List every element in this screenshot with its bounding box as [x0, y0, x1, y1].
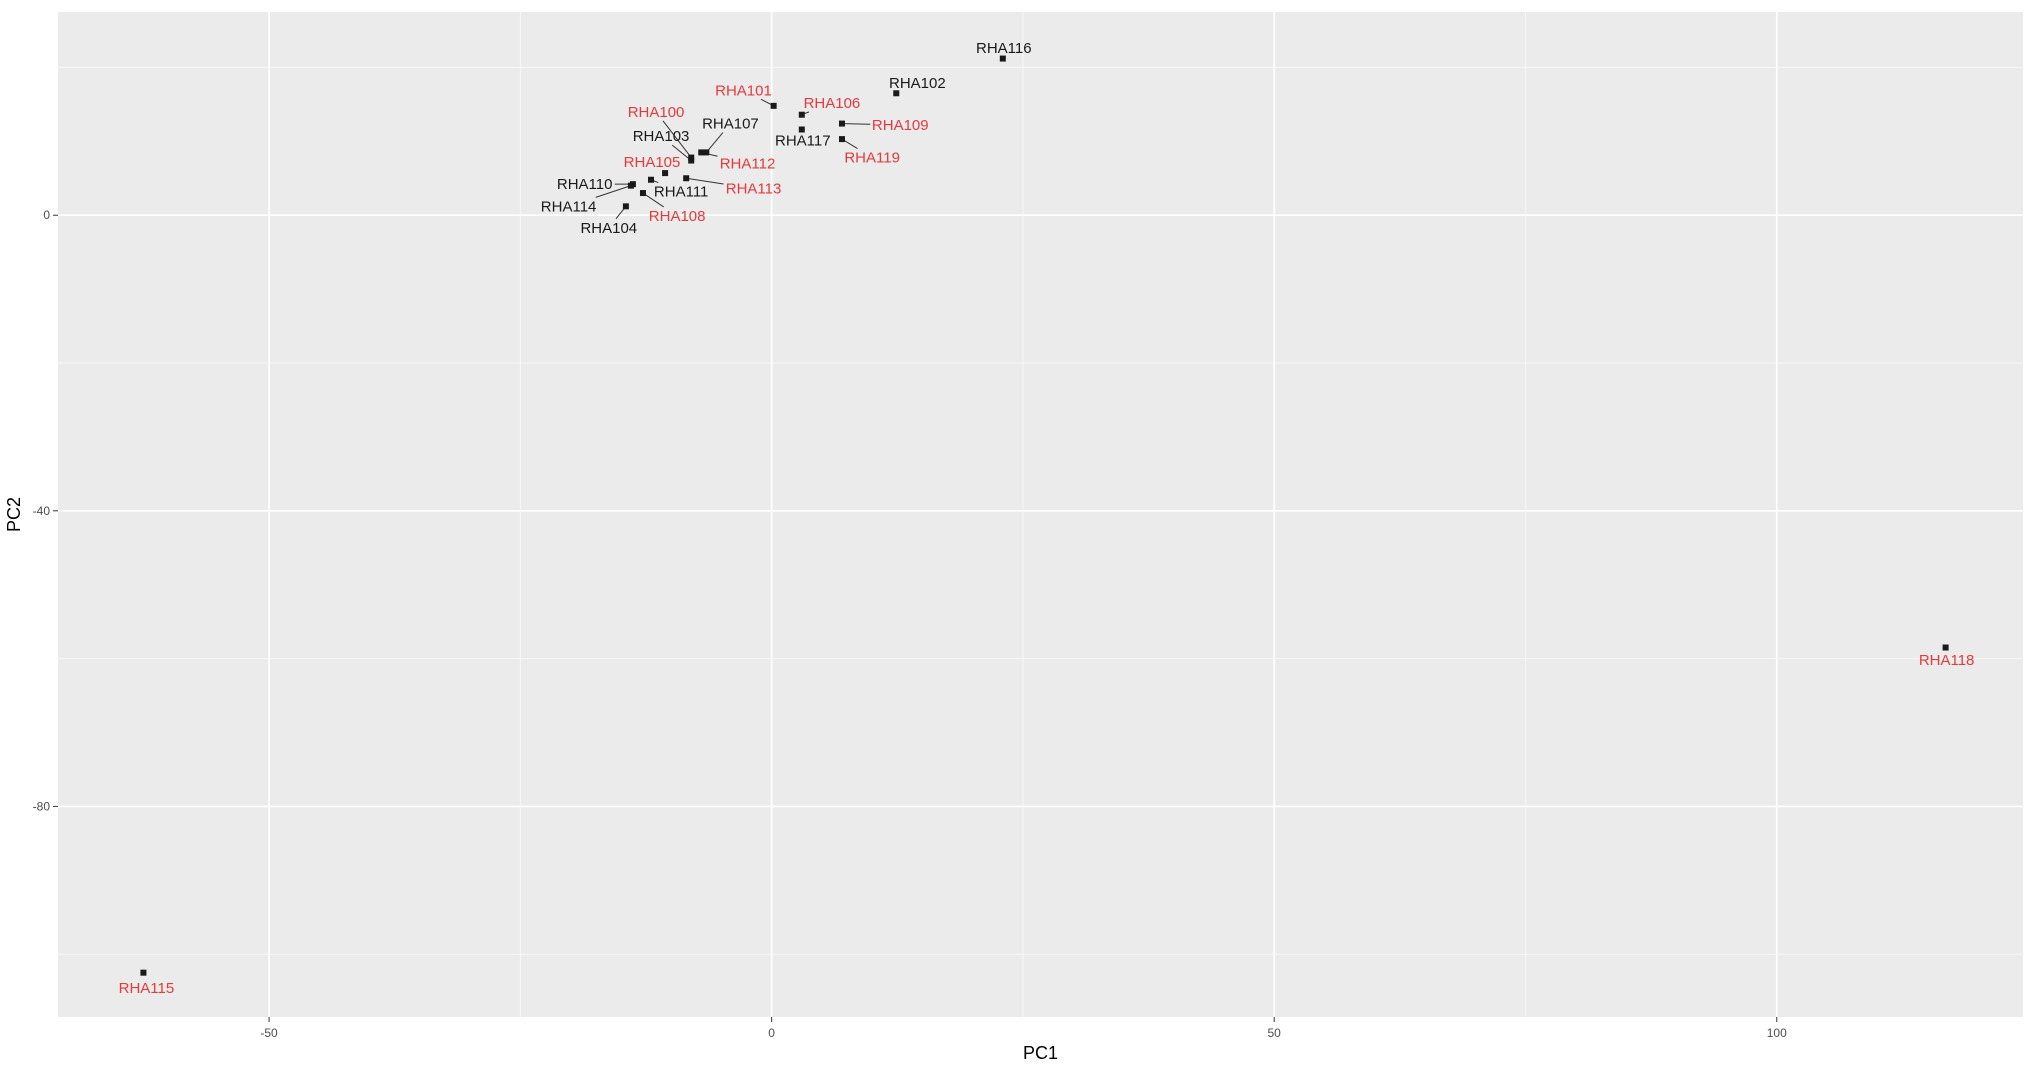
leader-line	[671, 144, 692, 161]
data-point	[688, 157, 695, 164]
point-label: RHA105	[624, 154, 681, 171]
x-tick-label: 100	[1767, 1026, 1787, 1040]
x-tick-label: 0	[768, 1026, 775, 1040]
point-label: RHA104	[580, 220, 637, 237]
data-point	[770, 102, 777, 109]
point-label: RHA106	[804, 95, 861, 112]
data-point	[140, 969, 147, 976]
data-point	[627, 182, 634, 189]
y-tick-label: 0	[43, 208, 50, 222]
point-label: RHA102	[889, 75, 946, 92]
data-points	[140, 55, 1949, 976]
grid-lines	[58, 12, 2023, 1017]
leader-line	[705, 132, 724, 153]
plot-panel	[58, 12, 2023, 1017]
point-label: RHA111	[654, 184, 708, 201]
data-point	[838, 136, 845, 143]
x-tick-label: 50	[1268, 1026, 1282, 1040]
data-point	[648, 176, 655, 183]
point-label: RHA113	[726, 181, 782, 198]
data-point	[698, 149, 705, 156]
x-tick-label: -50	[260, 1026, 278, 1040]
axis-ticks: -50 0 50 100 0 -40 -80	[33, 208, 1787, 1040]
point-label: RHA117	[775, 133, 831, 150]
point-label: RHA100	[628, 104, 685, 121]
data-point	[838, 120, 845, 127]
point-label: RHA107	[702, 116, 759, 133]
point-label: RHA116	[976, 40, 1032, 57]
leader-line	[642, 192, 665, 208]
leader-line	[841, 123, 871, 125]
data-point	[798, 111, 805, 118]
leader-line	[595, 185, 632, 198]
y-axis-title: PC2	[4, 497, 24, 532]
x-axis-title: PC1	[1023, 1043, 1058, 1063]
point-label: RHA101	[715, 82, 772, 99]
data-point	[999, 55, 1006, 62]
point-label: RHA103	[633, 128, 690, 145]
data-point	[893, 90, 900, 97]
point-label: RHA110	[557, 176, 613, 193]
leader-line	[686, 177, 724, 185]
data-point	[683, 175, 690, 182]
data-point	[798, 126, 805, 133]
leader-line	[662, 120, 692, 158]
point-label: RHA118	[1919, 652, 1975, 669]
y-tick-label: -80	[33, 799, 51, 813]
point-label: RHA114	[541, 198, 597, 215]
point-label: RHA109	[872, 117, 929, 134]
data-point	[622, 203, 629, 210]
point-label: RHA115	[119, 980, 175, 997]
point-label: RHA119	[844, 150, 900, 167]
data-point	[639, 190, 646, 197]
y-tick-label: -40	[33, 504, 51, 518]
data-point	[1942, 644, 1949, 651]
point-label: RHA112	[720, 155, 776, 172]
data-point	[662, 170, 669, 177]
data-point	[703, 149, 710, 156]
point-labels: RHA100 RHA101 RHA102 RHA103 RHA104 RHA105 RHA1…	[119, 40, 1975, 997]
point-label: RHA108	[649, 208, 706, 225]
